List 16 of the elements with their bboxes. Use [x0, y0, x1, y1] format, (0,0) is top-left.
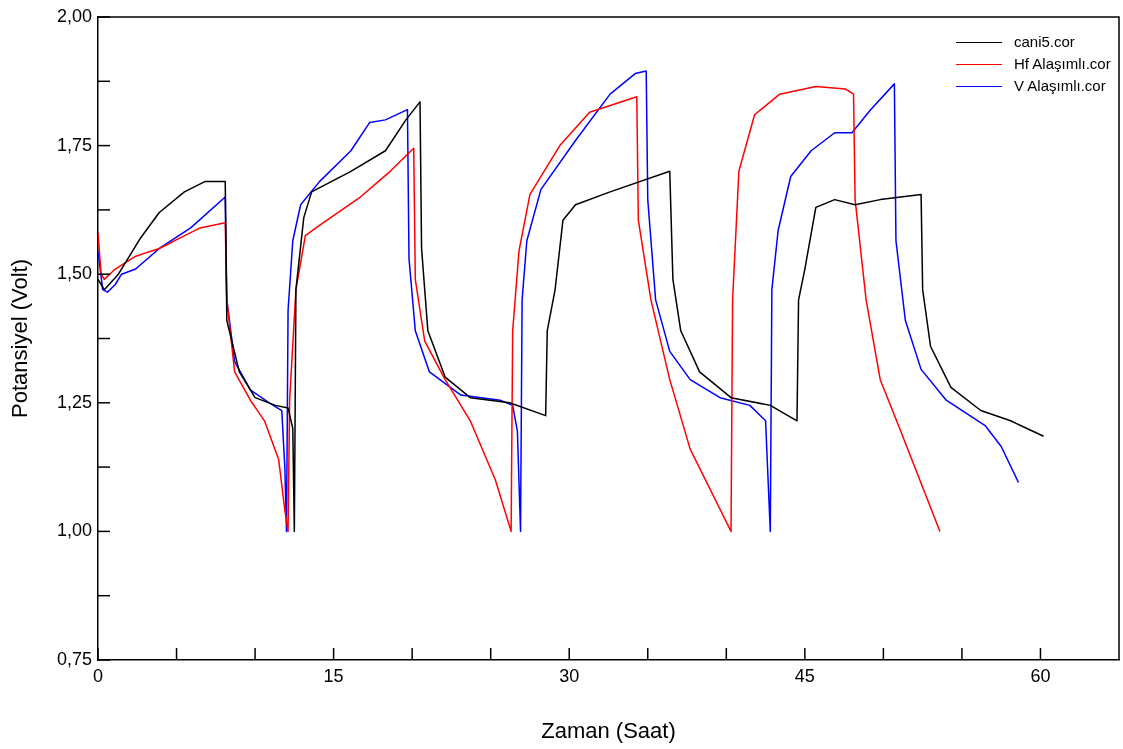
y-tick-label: 1,50: [56, 263, 92, 284]
x-tick-label: 15: [323, 665, 344, 686]
y-axis-title: Potansiyel (Volt): [7, 259, 33, 418]
x-axis-title: Zaman (Saat): [541, 717, 676, 743]
x-tick-label: 0: [92, 665, 104, 686]
y-tick-label: 1,25: [56, 391, 92, 412]
x-tick-label: 45: [794, 665, 815, 686]
y-tick-label: 1,00: [56, 520, 92, 541]
legend-label: cani5.cor: [1014, 32, 1075, 52]
x-tick-label: 60: [1030, 665, 1051, 686]
y-tick-label: 0,75: [56, 648, 92, 669]
legend-label: V Alaşımlı.cor: [1014, 76, 1106, 96]
y-tick-label: 1,75: [56, 134, 92, 155]
y-tick-label: 2,00: [56, 5, 92, 26]
legend-label: Hf Alaşımlı.cor: [1014, 54, 1111, 74]
x-tick-label: 30: [559, 665, 580, 686]
